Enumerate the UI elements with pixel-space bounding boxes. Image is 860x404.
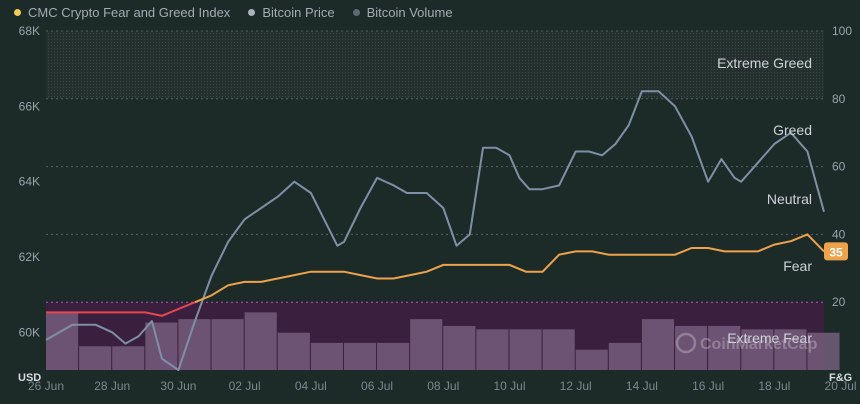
volume-bar[interactable] — [675, 325, 708, 370]
current-fng-value: 35 — [829, 245, 843, 259]
x-tick-label: 28 Jun — [94, 379, 130, 393]
legend-dot-price-icon — [248, 8, 256, 16]
zone-label-fear: Fear — [783, 258, 812, 274]
legend-label-bitcoin-volume: Bitcoin Volume — [366, 4, 453, 20]
volume-bar[interactable] — [641, 319, 675, 370]
zone-label-extreme-fear: Extreme Fear — [727, 330, 812, 346]
svg-text:CoinMarketCap: CoinMarketCap — [700, 336, 818, 353]
legend-label-fear-greed: CMC Crypto Fear and Greed Index — [28, 4, 231, 20]
x-tick-label: 12 Jul — [560, 379, 592, 393]
chart-legend: CMC Crypto Fear and Greed Index Bitcoin … — [14, 4, 471, 20]
legend-dot-fear-greed-icon — [14, 8, 21, 16]
left-axis-unit: USD — [18, 372, 41, 384]
volume-bar[interactable] — [46, 312, 79, 370]
zone-label-neutral: Neutral — [767, 191, 812, 207]
left-tick-label: 66K — [19, 99, 40, 113]
right-tick-label: 100 — [832, 24, 852, 38]
x-tick-label: 16 Jul — [692, 379, 724, 393]
legend-item-bitcoin-volume[interactable]: Bitcoin Volume — [352, 4, 453, 20]
volume-bar[interactable] — [244, 312, 277, 370]
bitcoin-price-line[interactable] — [45, 90, 825, 371]
volume-bar[interactable] — [509, 329, 542, 370]
volume-bar[interactable] — [443, 325, 476, 370]
volume-bar[interactable] — [774, 329, 807, 370]
x-tick-label: 08 Jul — [427, 379, 459, 393]
right-tick-label: 80 — [832, 92, 846, 106]
right-axis-unit: F&G — [829, 372, 852, 384]
right-tick-label: 20 — [832, 295, 846, 309]
extreme-greed-band — [46, 31, 824, 99]
volume-bar[interactable] — [608, 342, 641, 370]
volume-bar[interactable] — [112, 346, 145, 370]
x-tick-label: 10 Jul — [493, 379, 525, 393]
current-fng-badge — [824, 242, 848, 261]
volume-bar[interactable] — [343, 342, 377, 370]
volume-bar[interactable] — [377, 342, 410, 370]
legend-item-fear-greed[interactable]: CMC Crypto Fear and Greed Index — [14, 5, 230, 20]
x-tick-label: 06 Jul — [361, 379, 393, 393]
volume-bar[interactable] — [575, 349, 608, 370]
volume-bar[interactable] — [708, 325, 741, 370]
volume-bar[interactable] — [807, 332, 840, 370]
x-tick-label: 14 Jul — [626, 379, 658, 393]
right-tick-label: 60 — [832, 160, 846, 174]
right-tick-label: 40 — [832, 227, 846, 241]
legend-dot-volume-icon — [352, 8, 360, 16]
left-tick-label: 68K — [19, 24, 40, 38]
left-tick-label: 64K — [19, 175, 40, 189]
legend-item-bitcoin-price[interactable]: Bitcoin Price — [248, 4, 335, 20]
volume-bar[interactable] — [410, 319, 443, 370]
legend-label-bitcoin-price: Bitcoin Price — [262, 4, 335, 20]
x-tick-label: 18 Jul — [758, 379, 790, 393]
volume-bar[interactable] — [211, 319, 244, 370]
left-tick-label: 60K — [19, 325, 40, 339]
volume-bar[interactable] — [178, 319, 211, 370]
fear-greed-line-extreme-fear[interactable] — [46, 301, 196, 317]
x-tick-label: 26 Jun — [28, 379, 64, 393]
x-tick-label: 02 Jul — [229, 379, 261, 393]
x-tick-label: 04 Jul — [295, 379, 327, 393]
zone-label-greed: Greed — [773, 122, 812, 138]
volume-bar[interactable] — [542, 329, 575, 370]
zone-label-extreme-greed: Extreme Greed — [717, 55, 812, 71]
x-tick-label: 30 Jun — [160, 379, 196, 393]
volume-bar[interactable] — [310, 342, 343, 370]
fear-greed-line[interactable] — [194, 233, 825, 304]
volume-bar[interactable] — [741, 329, 774, 370]
volume-bar[interactable] — [476, 329, 509, 370]
coinmarketcap-watermark: CoinMarketCap — [675, 332, 818, 354]
left-tick-label: 62K — [19, 250, 40, 264]
x-tick-label: 20 Jul — [825, 379, 857, 393]
volume-bar[interactable] — [79, 346, 112, 370]
volume-bar[interactable] — [145, 322, 178, 370]
volume-bar[interactable] — [277, 332, 310, 370]
